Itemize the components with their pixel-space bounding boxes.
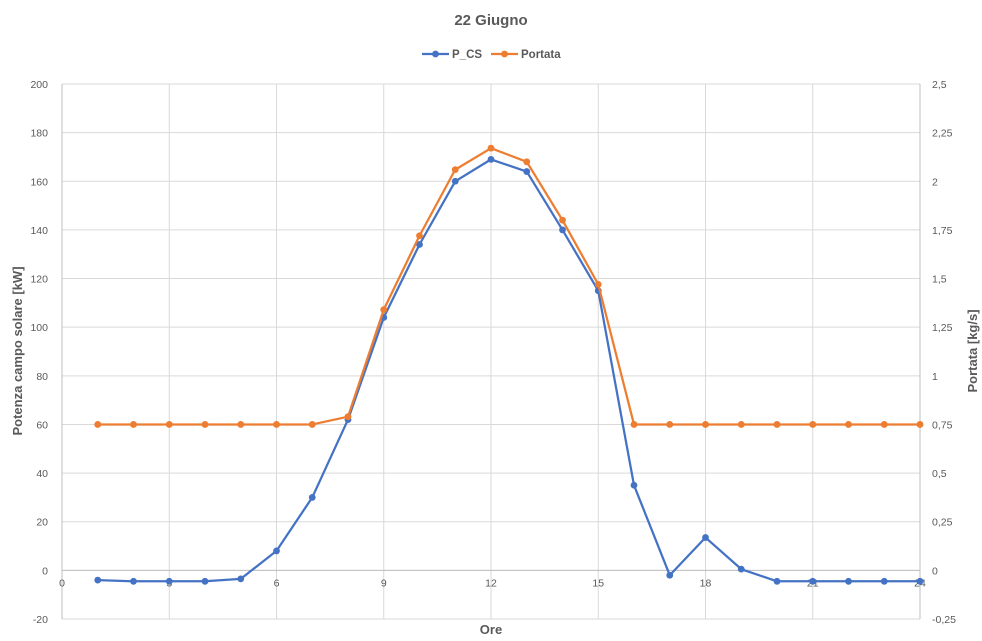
- y-right-tick-label: 1,25: [932, 322, 953, 334]
- y-left-tick-label: 160: [30, 176, 48, 188]
- data-point-portata: [845, 421, 852, 428]
- data-point-portata: [773, 421, 781, 428]
- y-left-tick-label: -20: [33, 614, 48, 626]
- data-point-p-cs: [559, 226, 566, 234]
- data-point-portata: [273, 421, 280, 428]
- y-left-tick-label: 40: [36, 468, 48, 480]
- y-right-tick-label: 2: [932, 176, 938, 188]
- x-tick-label: 15: [592, 577, 604, 589]
- data-point-p-cs: [94, 576, 102, 584]
- data-point-p-cs: [773, 577, 781, 585]
- data-point-p-cs: [880, 577, 888, 585]
- y-right-tick-label: 0,25: [932, 517, 953, 529]
- data-point-portata: [344, 413, 352, 421]
- data-point-p-cs: [523, 168, 531, 175]
- legend-label-portata: Portata: [521, 49, 561, 61]
- y-right-tick-label: 1: [932, 371, 938, 383]
- y-right-tick-label: 1,75: [932, 225, 953, 237]
- gridlines: [61, 83, 921, 620]
- legend-label-p-cs: P_CS: [452, 49, 482, 61]
- legend-marker-portata: [501, 50, 508, 58]
- data-point-portata: [916, 421, 924, 428]
- legend-entry-portata: Portata: [491, 49, 561, 61]
- y-right-tick-label: -0,25: [932, 614, 956, 626]
- data-point-portata: [809, 421, 817, 428]
- y-left-tick-label: 200: [30, 79, 48, 91]
- data-point-p-cs: [916, 577, 924, 585]
- data-point-p-cs: [273, 547, 280, 555]
- y-right-tick-label: 2,5: [932, 79, 947, 91]
- data-point-portata: [487, 144, 495, 152]
- data-point-portata: [594, 280, 602, 288]
- y-left-tick-label: 100: [30, 322, 48, 334]
- y-right-tick-label: 0,75: [932, 419, 953, 431]
- plot-series: [94, 144, 924, 585]
- chart-title: 22 Giugno: [454, 12, 527, 29]
- y-right-tick-label: 0: [932, 565, 938, 577]
- data-point-portata: [630, 421, 638, 428]
- data-point-portata: [451, 166, 459, 174]
- data-point-portata: [94, 421, 102, 428]
- data-point-p-cs: [845, 577, 852, 585]
- data-point-p-cs: [630, 481, 638, 489]
- data-point-portata: [201, 421, 209, 428]
- y-left-tick-label: 80: [36, 371, 48, 383]
- data-point-p-cs: [451, 177, 459, 185]
- x-axis-tick-labels: 03691215182124: [59, 577, 926, 589]
- data-point-portata: [666, 421, 674, 428]
- legend-marker-p-cs: [432, 50, 439, 58]
- data-point-portata: [308, 421, 316, 428]
- series-line-portata: [97, 147, 920, 426]
- data-point-p-cs: [487, 155, 495, 163]
- y-axis-right-label: Portata [kg/s]: [965, 309, 980, 392]
- data-point-p-cs: [809, 577, 817, 585]
- data-point-p-cs: [737, 565, 745, 573]
- data-point-portata: [523, 158, 531, 166]
- x-axis-label: Ore: [480, 622, 502, 636]
- data-point-p-cs: [201, 577, 209, 585]
- series-line-p-cs: [97, 158, 920, 583]
- data-point-portata: [237, 421, 245, 428]
- legend: P_CS Portata: [422, 49, 561, 61]
- y-right-tick-label: 2,25: [932, 128, 953, 140]
- y-left-tick-label: 180: [30, 128, 48, 140]
- x-tick-label: 12: [485, 577, 497, 589]
- x-tick-label: 18: [700, 577, 712, 589]
- data-point-p-cs: [130, 577, 137, 585]
- y-axis-left-label: Potenza campo solare [kW]: [10, 266, 25, 435]
- data-point-p-cs: [666, 571, 674, 579]
- y-left-tick-label: 60: [36, 419, 48, 431]
- data-point-portata: [380, 306, 388, 314]
- y-left-tick-label: 20: [36, 517, 48, 529]
- data-point-portata: [165, 421, 173, 428]
- data-point-portata: [416, 232, 423, 240]
- y-left-tick-label: 0: [42, 565, 48, 577]
- y-right-tick-label: 1,5: [932, 274, 947, 286]
- data-point-portata: [880, 421, 888, 428]
- data-point-portata: [737, 421, 745, 428]
- x-tick-label: 0: [59, 577, 65, 589]
- data-point-portata: [559, 216, 566, 224]
- data-point-p-cs: [165, 577, 173, 585]
- data-point-p-cs: [308, 494, 316, 501]
- left-axis-tick-labels: -20 0 20 40 60 80 100 120 140 160 180 200: [30, 79, 48, 626]
- x-tick-label: 9: [381, 577, 387, 589]
- y-left-tick-label: 120: [30, 274, 48, 286]
- x-tick-label: 6: [274, 577, 280, 589]
- data-point-p-cs: [416, 241, 423, 248]
- y-right-tick-label: 0,5: [932, 468, 947, 480]
- data-point-p-cs: [702, 534, 709, 541]
- legend-entry-p-cs: P_CS: [422, 49, 482, 61]
- data-point-p-cs: [237, 575, 245, 583]
- data-point-portata: [702, 421, 709, 428]
- y-left-tick-label: 140: [30, 225, 48, 237]
- right-axis-tick-labels: -0,25 0 0,25 0,5 0,75 1 1,25 1,5 1,75 2 2,25 2,5: [932, 79, 956, 626]
- data-point-portata: [130, 421, 137, 428]
